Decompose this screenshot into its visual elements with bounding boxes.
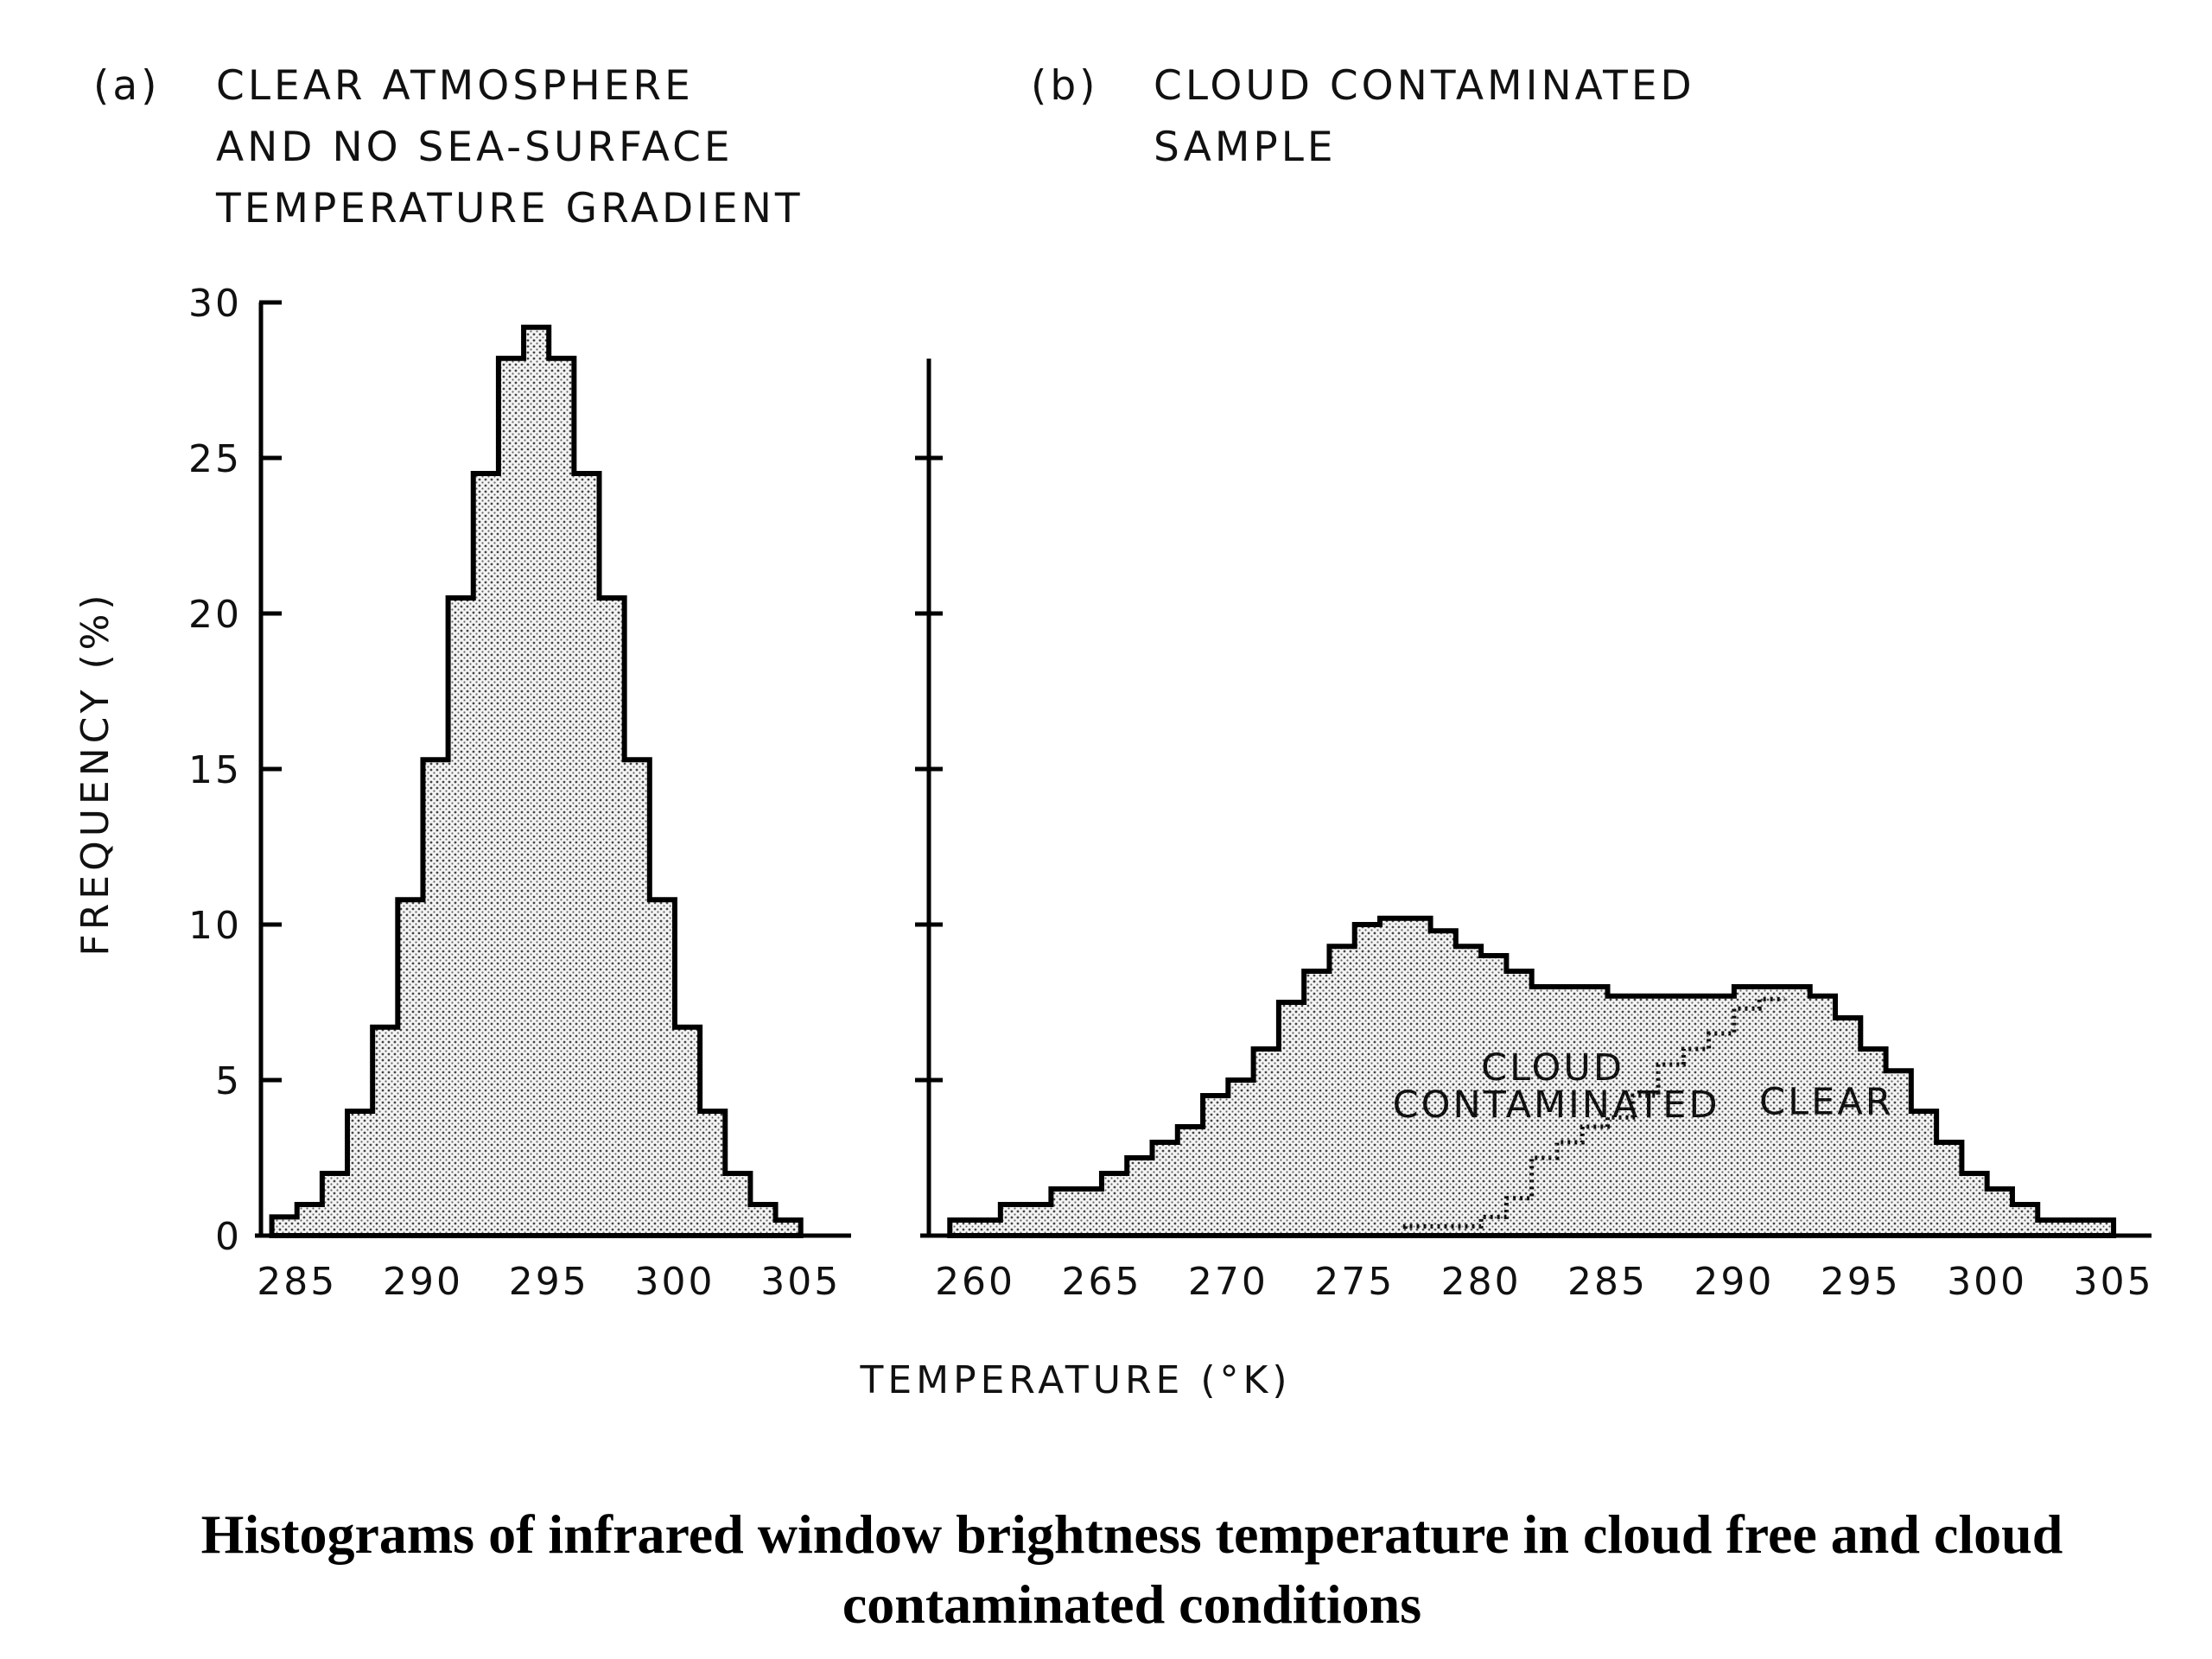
- annotation-label: CLEAR: [1759, 1081, 1893, 1124]
- annotation-label: CLOUD: [1481, 1046, 1624, 1090]
- x-tick-label: 305: [760, 1260, 841, 1304]
- x-tick-label: 300: [634, 1260, 715, 1304]
- panel-b-title-line-2: SAMPLE: [1154, 124, 1337, 171]
- panel-a-histogram: 0 5 10 15 20 25 30 285 290 295 300 305: [188, 282, 851, 1304]
- caption-line-2: contaminated conditions: [842, 1573, 1421, 1635]
- x-axis-label: TEMPERATURE (°K): [859, 1358, 1291, 1402]
- x-tick-label: 285: [257, 1260, 337, 1304]
- panel-a-histogram-area: [269, 324, 804, 1238]
- y-axis-label: FREQUENCY (%): [73, 590, 118, 956]
- y-tick-label: 15: [188, 748, 242, 792]
- panel-a-title-line-3: TEMPERATURE GRADIENT: [215, 185, 804, 232]
- x-tick-label: 270: [1188, 1260, 1268, 1304]
- panel-b-histogram: 260 265 270 275 280 285 290 295 300 305 CLOUDCONTA…: [915, 359, 2154, 1304]
- caption-line-1: Histograms of infrared window brightness…: [201, 1503, 2063, 1565]
- panel-a-label: (a): [93, 62, 160, 110]
- series-clear-outline: [1402, 996, 1785, 1236]
- x-tick-label: 285: [1567, 1260, 1648, 1304]
- y-tick-label: 0: [215, 1215, 242, 1259]
- y-tick-label: 25: [188, 437, 242, 481]
- panel-b-label: (b): [1031, 62, 1099, 110]
- x-tick-label: 290: [383, 1260, 463, 1304]
- series-cloud-contaminated-area: [947, 915, 2117, 1238]
- x-tick-label: 295: [1821, 1260, 1901, 1304]
- x-tick-label: 290: [1694, 1260, 1774, 1304]
- panel-b-title: (b) CLOUD CONTAMINATED SAMPLE: [1031, 62, 1695, 171]
- panel-a-title-line-2: AND NO SEA-SURFACE: [216, 124, 734, 171]
- x-tick-label: 295: [509, 1260, 589, 1304]
- panel-a-title: (a) CLEAR ATMOSPHERE AND NO SEA-SURFACE …: [93, 62, 804, 232]
- annotation-label: CONTAMINATED: [1393, 1084, 1720, 1127]
- x-tick-label: 280: [1441, 1260, 1522, 1304]
- x-tick-label: 300: [1947, 1260, 2027, 1304]
- panel-b-title-line-1: CLOUD CONTAMINATED: [1154, 62, 1695, 110]
- x-tick-label: 260: [935, 1260, 1015, 1304]
- y-tick-label: 10: [188, 904, 242, 948]
- y-tick-label: 30: [188, 282, 242, 326]
- y-tick-label: 5: [215, 1059, 242, 1103]
- x-tick-label: 305: [2074, 1260, 2154, 1304]
- x-tick-label: 275: [1314, 1260, 1395, 1304]
- y-tick-label: 20: [188, 593, 242, 637]
- panel-a-title-line-1: CLEAR ATMOSPHERE: [216, 62, 694, 110]
- x-tick-label: 265: [1061, 1260, 1141, 1304]
